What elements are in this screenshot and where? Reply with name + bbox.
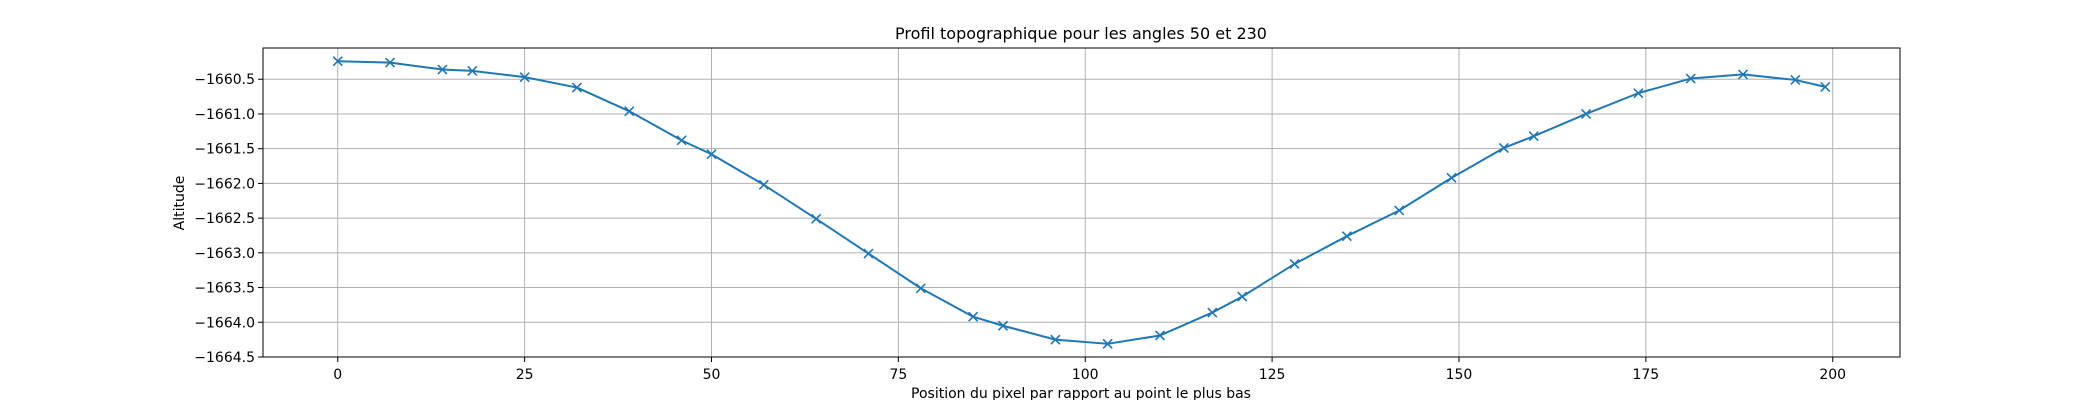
data-point-marker xyxy=(1498,142,1509,154)
y-axis-label: Altitude xyxy=(172,176,188,231)
y-tick-label: −1664.0 xyxy=(194,315,255,331)
data-point-marker xyxy=(997,320,1009,331)
y-tick-label: −1661.5 xyxy=(194,142,255,158)
data-point-marker xyxy=(1790,74,1801,86)
x-tick-label: 50 xyxy=(703,367,721,383)
y-axis-ticks: −1664.5 −1664.0 −1663.5 −1663.0 −1662.5 −1662… xyxy=(194,72,263,366)
data-point-marker xyxy=(437,64,448,75)
data-point-marker xyxy=(1394,205,1405,216)
grid-lines xyxy=(263,48,1900,358)
x-tick-label: 175 xyxy=(1632,367,1659,383)
y-tick-label: −1663.5 xyxy=(194,281,255,297)
x-tick-label: 125 xyxy=(1259,367,1286,383)
data-point-marker xyxy=(332,56,343,67)
y-tick-label: −1662.0 xyxy=(194,176,255,192)
chart-title: Profil topographique pour les angles 50 … xyxy=(895,24,1267,43)
y-tick-label: −1661.0 xyxy=(194,107,255,123)
series-line xyxy=(337,60,1826,345)
x-axis-ticks: 0 25 50 75 100 125 150 175 200 xyxy=(333,357,1846,383)
data-point-marker xyxy=(863,248,874,259)
data-point-marker xyxy=(706,149,717,160)
x-tick-label: 0 xyxy=(333,367,342,383)
x-axis-label: Position du pixel par rapport au point l… xyxy=(911,386,1251,400)
data-point-marker xyxy=(968,311,979,322)
data-point-marker xyxy=(1050,334,1061,345)
data-point-marker xyxy=(1207,307,1218,318)
y-tick-label: −1663.0 xyxy=(194,246,255,262)
data-point-marker xyxy=(385,57,396,68)
data-point-marker xyxy=(811,213,822,224)
data-point-marker xyxy=(1820,81,1831,92)
data-point-marker xyxy=(1737,69,1749,80)
data-point-marker xyxy=(1102,338,1113,349)
plot-frame xyxy=(262,47,1901,358)
data-point-marker xyxy=(1154,330,1166,341)
y-tick-label: −1662.5 xyxy=(194,211,255,227)
x-tick-label: 25 xyxy=(516,367,534,383)
data-point-marker xyxy=(915,283,926,294)
data-point-marker xyxy=(519,72,530,83)
data-point-marker xyxy=(1685,73,1696,84)
series-layer xyxy=(332,56,1831,349)
data-point-marker xyxy=(1633,88,1644,99)
x-tick-label: 75 xyxy=(889,367,907,383)
data-point-marker xyxy=(1341,231,1352,242)
x-tick-label: 150 xyxy=(1446,367,1473,383)
data-point-marker xyxy=(676,135,687,146)
data-point-marker xyxy=(758,179,769,190)
data-point-marker xyxy=(1528,131,1539,142)
y-tick-label: −1660.5 xyxy=(194,72,255,88)
x-tick-label: 100 xyxy=(1072,367,1099,383)
x-tick-label: 200 xyxy=(1819,367,1846,383)
data-point-marker xyxy=(467,65,478,76)
data-point-marker xyxy=(571,82,583,93)
data-point-marker xyxy=(1580,108,1592,120)
y-tick-label: −1664.5 xyxy=(194,350,255,366)
data-point-marker xyxy=(624,106,635,117)
data-point-marker xyxy=(1446,172,1457,183)
data-point-marker xyxy=(1289,258,1300,270)
data-point-marker xyxy=(1237,291,1248,302)
